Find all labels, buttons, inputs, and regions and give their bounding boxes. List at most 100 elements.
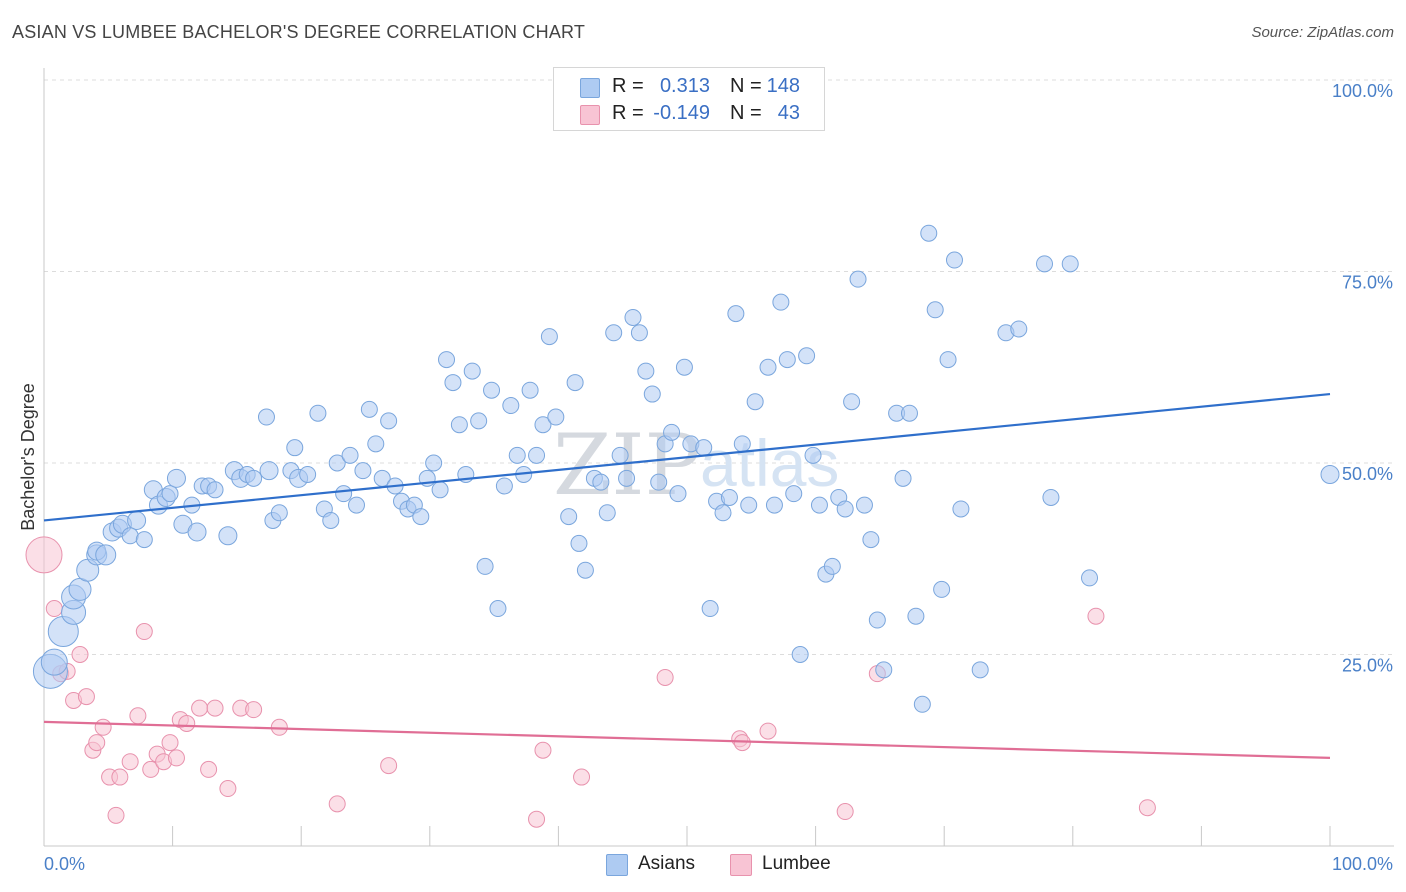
asians-point: [849, 270, 867, 288]
asians-point: [1061, 255, 1079, 273]
n-label: N =: [730, 75, 762, 97]
asians-point: [245, 469, 263, 487]
y-tick-label: 100.0%: [1332, 81, 1393, 101]
lumbee-point: [836, 803, 854, 821]
y-tick-labels: 100.0% 75.0% 50.0% 25.0%: [1332, 81, 1393, 676]
asians-point: [121, 527, 139, 545]
asians-point: [759, 358, 777, 376]
asians-point: [270, 504, 288, 522]
asians-point: [630, 324, 648, 342]
y-axis-label: Bachelor's Degree: [18, 383, 38, 531]
x-tick-label-max: 100.0%: [1332, 854, 1393, 874]
asians-point: [701, 600, 719, 618]
asians-point: [508, 446, 526, 464]
asians-point: [598, 504, 616, 522]
x-tick-labels: 0.0% 100.0%: [44, 854, 1393, 874]
lumbee-point: [121, 753, 139, 771]
asians-point: [1081, 569, 1099, 587]
n-value: 43: [777, 102, 800, 124]
asians-point: [675, 358, 693, 376]
y-tick-label: 75.0%: [1342, 273, 1393, 293]
asians-point: [611, 446, 629, 464]
asians-point: [952, 500, 970, 518]
asians-point: [791, 646, 809, 663]
asians-point: [862, 531, 880, 549]
asians-point: [328, 454, 346, 472]
lumbee-point: [206, 699, 224, 717]
asians-point: [570, 534, 588, 552]
asians-point: [920, 224, 938, 242]
r-label: R =: [612, 102, 644, 124]
lumbee-point: [759, 722, 777, 740]
r-value: 0.313: [659, 75, 710, 97]
lumbee-point: [71, 646, 89, 663]
x-tick-label-min: 0.0%: [44, 854, 85, 874]
lumbee-point: [245, 701, 263, 719]
asians-point: [592, 473, 610, 491]
asians-point: [95, 544, 117, 566]
lumbee-point: [111, 768, 129, 786]
stats-row-lumbee: R = -0.149 N = 43: [554, 101, 824, 127]
r-label: R =: [612, 75, 644, 97]
asians-point: [502, 397, 520, 415]
asians-point: [939, 351, 957, 369]
asians-point: [933, 580, 951, 598]
lumbee-point: [167, 749, 185, 767]
lumbee-point: [129, 707, 147, 725]
lumbee-point: [328, 795, 346, 813]
asians-point: [425, 454, 443, 472]
asians-point: [309, 404, 327, 422]
n-value: 148: [766, 75, 800, 97]
lumbee-point: [191, 699, 209, 717]
lumbee-point: [25, 536, 63, 574]
asians-point: [804, 446, 822, 464]
asians-point: [740, 496, 758, 514]
asians-point: [785, 485, 803, 503]
lumbee-point: [200, 760, 218, 778]
asians-point: [1010, 320, 1028, 338]
asians-point: [798, 347, 816, 365]
asians-point: [669, 485, 687, 503]
asians-swatch: [580, 78, 600, 98]
asians-point: [483, 381, 501, 399]
chart-title: ASIAN VS LUMBEE BACHELOR'S DEGREE CORREL…: [12, 22, 586, 42]
asians-point: [746, 393, 764, 411]
asians-point: [733, 435, 751, 453]
asians-point: [299, 465, 317, 483]
asians-point: [444, 374, 462, 392]
source-label: Source: ZipAtlas.com: [1251, 24, 1394, 41]
asians-point: [135, 531, 153, 549]
asians-point: [257, 408, 275, 426]
y-tick-label: 25.0%: [1342, 656, 1393, 676]
asians-point: [945, 251, 963, 269]
asians-point: [907, 607, 925, 625]
asians-point: [40, 648, 68, 676]
lumbee-point: [380, 757, 398, 775]
asians-point: [540, 328, 558, 346]
asians-point: [843, 393, 861, 411]
asians-point: [534, 416, 552, 434]
legend-label-asians: Asians: [638, 853, 696, 874]
n-label: N =: [730, 102, 762, 124]
lumbee-point: [534, 741, 552, 759]
asians-point: [463, 362, 481, 380]
asians-point: [823, 557, 841, 575]
asians-legend-swatch: [606, 854, 628, 876]
asians-point: [335, 485, 353, 503]
asians-trend-line: [43, 392, 1331, 522]
asians-point: [412, 508, 430, 526]
asians-point: [1042, 488, 1060, 506]
asians-point: [206, 481, 224, 499]
asians-point: [127, 510, 147, 530]
asians-point: [476, 557, 494, 575]
lumbee-swatch: [580, 105, 600, 125]
stats-row-asians: R = 0.313 N = 148: [554, 74, 824, 100]
asians-point: [714, 504, 732, 522]
lumbee-point: [528, 810, 546, 828]
asians-point: [489, 600, 507, 618]
asians-point: [727, 305, 745, 323]
lumbee-point: [88, 734, 106, 752]
asians-point: [605, 324, 623, 342]
asians-point: [1036, 255, 1054, 273]
